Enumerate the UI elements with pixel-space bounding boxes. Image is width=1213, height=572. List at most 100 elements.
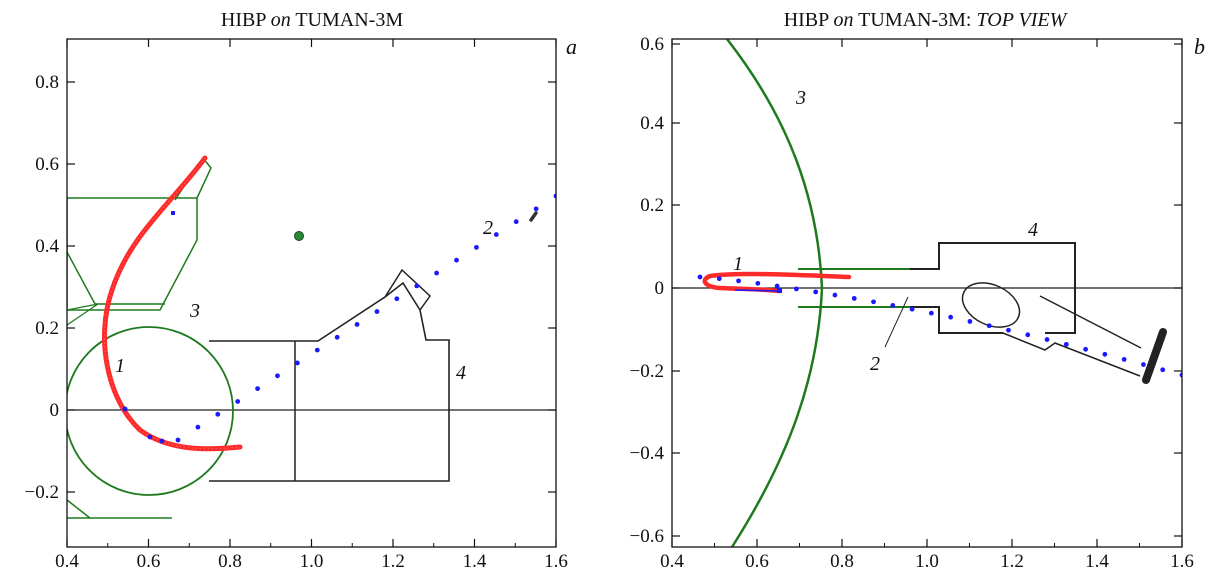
beam-dot [755,280,761,286]
beam-dot [928,310,934,316]
analyzer-duct-upper [1039,295,1142,349]
panel-a-frame [66,38,557,548]
beam-dot [736,278,741,284]
panel-b-title: HIBP on TUMAN-3M: TOP VIEW [784,9,1069,31]
beam-dot [986,323,992,329]
y-tick-label: −0.2 [25,482,59,503]
callout-1: 1 [733,253,743,275]
x-tick-label: 1.0 [300,551,324,572]
x-tick-label: 0.6 [745,551,769,572]
beam-dot [255,386,260,392]
x-tick-label: 1.6 [1170,551,1194,572]
panel-a-letter: a [566,34,577,59]
beam-dot [454,257,459,263]
x-tick-label: 1.6 [544,551,568,572]
callout-4: 4 [1028,219,1038,241]
analyzer-chamber-upper [910,242,1076,334]
beam-dot [414,283,420,289]
beam-dot [334,334,340,340]
beam-dot [434,270,440,276]
y-tick-label: 0 [50,400,60,421]
plasma-boundary-arc [726,39,824,547]
analyzer-duct-lower [1002,332,1141,377]
beam-dot [1083,346,1088,352]
beam-dot [159,438,165,444]
port-outline-upper [67,197,198,311]
beam-dot [147,434,153,440]
x-tick-label: 0.8 [218,551,242,572]
x-tick-label: 0.6 [137,551,161,572]
injector-port-tip [174,156,212,201]
y-tick-label: 0.8 [35,72,59,93]
beam-dot [374,309,380,314]
beam-dot [175,437,181,443]
x-tick-label: 1.0 [915,551,939,572]
y-tick-label: 0.2 [35,318,59,339]
y-tick-label: −0.2 [630,361,664,382]
panel-a-plot-area [67,155,556,519]
beam-dot [1063,341,1069,347]
beam-dot [195,424,201,430]
panel-b-ticks: 0.4 0.6 0.8 1.0 1.2 1.4 1.6 −0.6 −0.4 −0.2 0 0.2 0.4… [630,34,1194,572]
beam-dot [474,244,479,250]
callout-4: 4 [456,362,466,384]
beam-dot [235,399,241,404]
beam-dot [1025,332,1031,338]
detector-marker [1142,328,1167,384]
y-tick-label: 0.4 [35,236,59,257]
callout-1: 1 [115,355,125,377]
beam-dot [1121,356,1127,362]
x-tick-label: 1.2 [381,551,405,572]
y-tick-label: 0.2 [640,195,664,216]
beam-dot [794,286,799,292]
panel-b-letter: b [1194,34,1205,59]
port-edge [67,303,99,326]
beam-dot [851,295,857,301]
primary-trajectory [702,271,852,294]
injection-point [171,211,175,215]
beam-dot [1006,327,1011,333]
callout-2-leader [884,296,909,348]
callout-3: 3 [189,300,200,322]
injection-point [777,288,782,293]
beam-dot [215,411,221,417]
beam-dot [774,283,780,289]
beam-dot [909,306,915,312]
callout-3: 3 [795,87,806,109]
beam-dot [1160,367,1166,373]
panel-b-plot-area [672,39,1182,547]
beam-dot [813,289,819,295]
beam-dot [354,322,360,327]
callout-2: 2 [870,353,880,375]
beam-dot [294,360,300,366]
panel-b-frame [671,38,1183,548]
beam-dot [967,319,973,324]
x-tick-label: 0.4 [660,551,684,572]
y-tick-label: 0.6 [640,34,664,55]
y-tick-label: 0.4 [640,113,664,134]
x-tick-label: 0.8 [830,551,854,572]
x-tick-label: 1.4 [1085,551,1109,572]
ionization-point [122,406,128,412]
beam-dot [832,292,838,298]
secondary-beam-dots [147,193,556,444]
x-tick-label: 1.2 [1000,551,1024,572]
beam-dot [1102,351,1108,357]
callout-2: 2 [483,217,493,239]
analyzer-entrance [384,268,431,311]
beam-dot [948,314,954,320]
beam-dot [890,303,896,308]
y-tick-label: 0 [655,278,665,299]
injection-segment [734,289,779,292]
detector-marker [529,211,538,222]
beam-dot [513,219,519,225]
panel-a-title: HIBP on TUMAN-3M [221,9,403,31]
plasma-boundary [67,326,234,496]
beam-dot [314,347,320,353]
y-tick-label: 0.6 [35,154,59,175]
bottom-port [67,499,172,519]
analyzer-ellipse [961,282,1021,328]
analyzer-chamber [209,281,450,482]
rotation-center-marker [294,231,304,241]
